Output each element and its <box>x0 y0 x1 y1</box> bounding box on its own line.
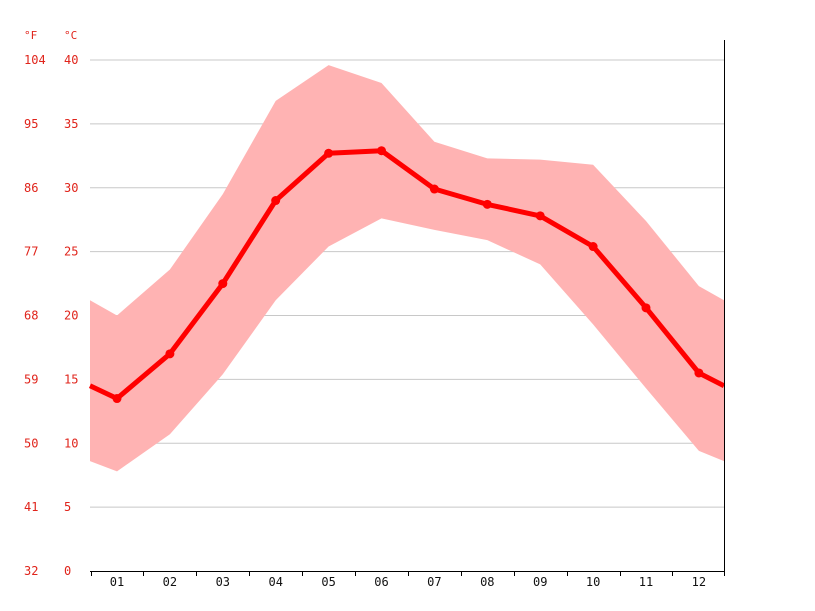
x-tick-label: 09 <box>533 575 547 589</box>
y-tick-celsius: 30 <box>64 181 78 195</box>
x-tick-label: 02 <box>163 575 177 589</box>
y-tick-fahrenheit: 59 <box>24 372 38 386</box>
y-tick-celsius: 0 <box>64 564 71 578</box>
data-point-04 <box>271 196 281 206</box>
data-point-09 <box>535 211 545 221</box>
data-point-01 <box>112 394 122 404</box>
y-tick-celsius: 15 <box>64 372 78 386</box>
x-tick-label: 05 <box>321 575 335 589</box>
celsius-unit-label: °C <box>64 29 77 42</box>
data-point-05 <box>324 148 334 158</box>
x-tick-label: 07 <box>427 575 441 589</box>
y-tick-celsius: 20 <box>64 309 78 323</box>
temperature-range-band <box>90 65 724 472</box>
y-tick-fahrenheit: 104 <box>24 53 46 67</box>
x-tick-label: 10 <box>586 575 600 589</box>
data-point-12 <box>694 368 704 378</box>
y-tick-fahrenheit: 50 <box>24 436 38 450</box>
y-tick-fahrenheit: 95 <box>24 117 38 131</box>
tick-labels: 0 32 5 41 10 50 15 59 20 68 25 77 30 86 35 95 40 104 01 02 0… <box>24 53 706 589</box>
average-temperature-series <box>88 146 726 404</box>
data-point-10 <box>588 242 598 252</box>
x-tick-label: 06 <box>374 575 388 589</box>
data-point-03 <box>218 279 228 289</box>
data-point-11 <box>641 303 651 313</box>
y-tick-celsius: 40 <box>64 53 78 67</box>
data-point-08 <box>482 199 492 209</box>
average-line <box>88 148 726 401</box>
x-tick-label: 03 <box>216 575 230 589</box>
y-tick-fahrenheit: 77 <box>24 245 38 259</box>
y-tick-fahrenheit: 32 <box>24 564 38 578</box>
y-tick-celsius: 10 <box>64 436 78 450</box>
x-tick-label: 04 <box>268 575 282 589</box>
min-max-range-band <box>90 65 724 472</box>
y-tick-fahrenheit: 86 <box>24 181 38 195</box>
fahrenheit-unit-label: °F <box>24 29 37 42</box>
y-tick-celsius: 25 <box>64 245 78 259</box>
x-tick-label: 12 <box>692 575 706 589</box>
y-tick-fahrenheit: 41 <box>24 500 38 514</box>
x-tick-label: 11 <box>639 575 653 589</box>
y-tick-fahrenheit: 68 <box>24 309 38 323</box>
data-point-02 <box>165 349 175 359</box>
x-tick-label: 08 <box>480 575 494 589</box>
x-tick-label: 01 <box>110 575 124 589</box>
data-point-07 <box>429 184 439 194</box>
axes <box>90 40 725 576</box>
y-tick-celsius: 5 <box>64 500 71 514</box>
data-point-06 <box>377 146 386 156</box>
y-tick-celsius: 35 <box>64 117 78 131</box>
